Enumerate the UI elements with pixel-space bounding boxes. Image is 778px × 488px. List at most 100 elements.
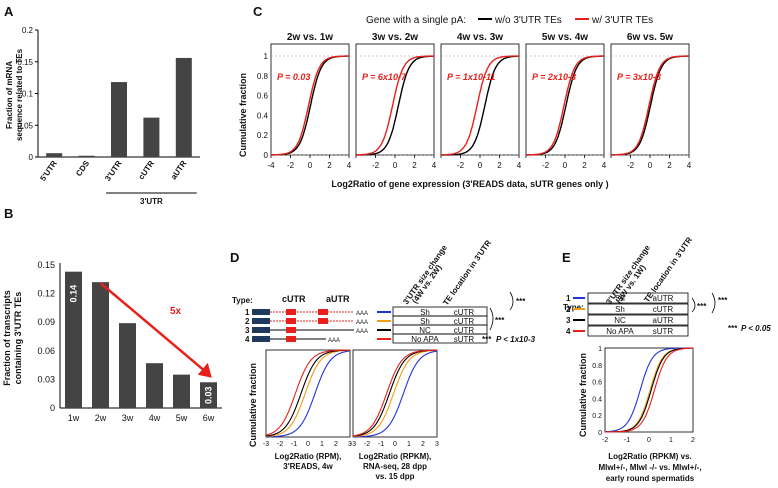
d-type-label: Type:	[232, 296, 253, 305]
a-x-tick-label: CDS	[74, 158, 91, 178]
e-cdf-type-2	[605, 347, 693, 433]
e-row-box	[587, 303, 689, 315]
b-trend-arrow	[99, 282, 207, 373]
c-x-tick-label: -2	[457, 161, 465, 170]
e-row-number: 4	[566, 327, 571, 336]
e-row-number: 2	[566, 305, 571, 314]
c-x-tick-label: 2	[497, 161, 502, 170]
c-x-tick-label: 4	[517, 161, 522, 170]
e-xlabel-3: early round spermatids	[606, 474, 695, 483]
c-x-tick-label: 0	[563, 161, 568, 170]
panel-label-b: B	[4, 206, 13, 221]
d-te-box-a	[318, 318, 328, 324]
e-pnote: P < 0.05	[741, 324, 771, 333]
e-row-size: Sh	[615, 305, 625, 314]
d-row-number: 2	[245, 317, 250, 326]
e-y-tick-label: 0.2	[592, 413, 602, 420]
c-x-tick-label: 0	[393, 161, 398, 170]
c-y-tick-label: 0.8	[257, 72, 269, 81]
d-subplot-frame	[265, 349, 351, 438]
c-pvalue: P = 2x10-3	[532, 72, 576, 82]
b-y-tick-label: 0.09	[37, 317, 55, 327]
b-y-tick-label: 0.03	[37, 374, 55, 384]
d-cdf-type-1	[265, 350, 351, 438]
c-subplot-frame	[440, 43, 520, 156]
d-cdf-type-4	[265, 349, 350, 436]
b-ylabel-line2: containing 3'UTR TEs	[13, 292, 23, 385]
c-y-tick-label: 0	[264, 151, 269, 160]
e-x-tick-label: -1	[624, 437, 630, 444]
a-x-tick-label: cUTR	[137, 159, 156, 181]
b-bar-4w	[146, 363, 163, 408]
d-x-tick-label: 0	[306, 441, 310, 448]
d-polya: AAA	[356, 320, 368, 326]
d-te-box	[286, 336, 296, 342]
e-y-tick-label: 0.6	[592, 380, 602, 387]
panel-label-a: A	[4, 4, 14, 19]
b-y-tick-label: 0.12	[37, 289, 55, 299]
d-row-te: cUTR	[454, 308, 475, 317]
c-x-tick-label: 2	[412, 161, 417, 170]
e-y-tick-label: 0	[598, 430, 602, 437]
a-y-tick-label: 0	[29, 153, 34, 162]
d-row-te: cUTR	[454, 317, 475, 326]
c-xlabel: Log2Ratio of gene expression (3'READS da…	[331, 179, 608, 189]
a-bar-CDS	[78, 155, 95, 157]
c-ylabel: Cumulative fraction	[238, 73, 248, 157]
d-bracket	[489, 307, 494, 331]
d-gene-box	[252, 318, 270, 324]
e-pnote-sig: ***	[728, 324, 738, 333]
b-annotation: 5x	[170, 306, 182, 317]
c-pvalue: P = 1x10-11	[447, 72, 495, 82]
d-gene-box	[252, 327, 270, 333]
c-y-tick-label: 0.2	[257, 131, 269, 140]
c-x-tick-label: 0	[648, 161, 653, 170]
c-cdf-red	[356, 55, 435, 156]
a-ylabel-line1: Fraction of mRNA	[5, 61, 14, 129]
c-subplot-title: 2w vs. 1w	[287, 32, 333, 43]
d-x-tick-label: 2	[334, 441, 338, 448]
c-x-tick-label: 0	[308, 161, 313, 170]
c-cdf-red	[441, 55, 519, 156]
b-data-label: 0.14	[69, 285, 79, 303]
b-x-tick-label: 2w	[95, 413, 107, 423]
a-group-label: 3'UTR	[140, 197, 163, 206]
e-y-tick-label: 0.8	[592, 363, 602, 370]
e-bracket2	[711, 292, 716, 314]
c-cdf-red	[526, 55, 604, 156]
b-bar-2w	[92, 282, 109, 408]
c-x-tick-label: -2	[287, 161, 295, 170]
d-subplot-frame	[352, 349, 438, 438]
d-x-tick-label: -2	[364, 441, 370, 448]
c-subplot-title: 5w vs. 4w	[542, 32, 588, 43]
e-row-size: Sh	[615, 294, 625, 303]
e-xlabel-2: Mlwl+/-, Mlwl -/- vs. Mlwl+/-,	[598, 463, 701, 472]
d-cdf-type-2	[265, 349, 350, 438]
d-sig2: ***	[516, 297, 526, 306]
d-gene-box	[252, 336, 270, 342]
e-row-te: aUTR	[653, 316, 674, 325]
c-cdf-black	[611, 55, 689, 156]
c-cdf-black	[356, 55, 435, 156]
b-ylabel-line1: Fraction of transcripts	[2, 290, 12, 386]
c-y-tick-label: 0.4	[257, 111, 269, 120]
e-x-tick-label: 0	[647, 437, 651, 444]
e-cdf-type-3	[604, 347, 693, 433]
c-pvalue: P = 6x10-7	[362, 72, 407, 82]
d-sig: ***	[495, 316, 505, 325]
c-x-tick-label: 4	[347, 161, 352, 170]
e-row-number: 3	[566, 316, 571, 325]
a-y-tick-label: 0.15	[17, 58, 33, 67]
e-row-size: NC	[614, 316, 626, 325]
d-x-tick-label: 3	[348, 441, 352, 448]
c-subplot-title: 4w vs. 3w	[457, 32, 503, 43]
a-x-tick-label: 5'UTR	[38, 159, 59, 183]
e-cdf-type-4	[605, 347, 693, 433]
c-legend-label: w/ 3'UTR TEs	[591, 15, 653, 26]
d-pnote: P < 1x10-3	[496, 335, 536, 344]
d-autr-label: aUTR	[326, 294, 350, 304]
a-y-tick-label: 0.1	[22, 90, 34, 99]
d-cutr-label: cUTR	[282, 294, 306, 304]
d-row-size: NC	[419, 326, 431, 335]
e-y-tick-label: 0.4	[592, 396, 602, 403]
